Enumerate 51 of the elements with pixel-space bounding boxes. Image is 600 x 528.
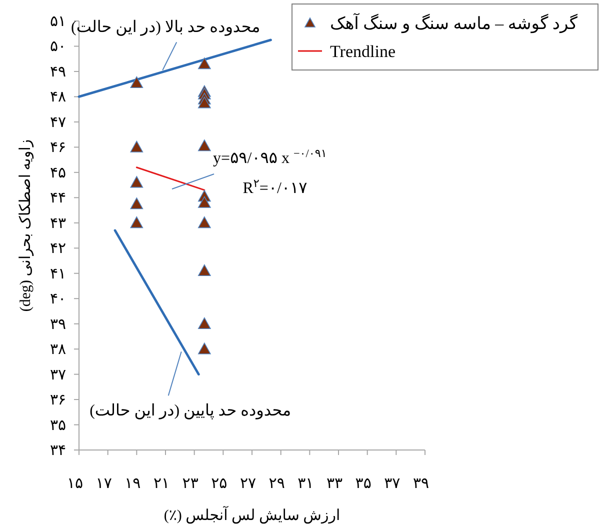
- y-tick-label: ۴۳: [50, 216, 66, 232]
- x-tick-label: ۳۹: [412, 476, 430, 492]
- point: [198, 140, 211, 152]
- x-tick-label: ۲۳: [182, 476, 198, 492]
- point: [130, 176, 144, 188]
- point: [198, 317, 211, 330]
- annotation: y=۵۹/۰۹۵ x $^{−۰/۰۹۱}$: [213, 148, 327, 167]
- point: [198, 196, 211, 208]
- point: [130, 140, 144, 152]
- point: [198, 216, 211, 228]
- y-tick-label: ۵۱: [50, 14, 66, 30]
- point: [130, 198, 144, 210]
- y-tick-label: ۳۵: [50, 418, 66, 434]
- legend-label: Trendline: [330, 42, 396, 61]
- x-tick-label: ۲۹: [268, 476, 285, 492]
- legend-label: گرد گوشه – ماسه سنگ و سنگ آهک: [330, 13, 578, 34]
- y-tick-label: ۳۸: [50, 342, 66, 358]
- x-tick-label: ۳۱: [298, 476, 314, 492]
- x-tick-label: ۲۱: [153, 476, 170, 492]
- y-tick-label: ۴۸: [50, 90, 66, 106]
- y-tick-label: ۵۰: [50, 39, 66, 56]
- y-tick-label: ۳۴: [50, 443, 66, 459]
- annotation: محدوده حد بالا (در این حالت): [71, 19, 260, 36]
- y-tick-label: ۴۵: [50, 165, 66, 182]
- y-tick-label: ۴۱: [50, 266, 66, 282]
- y-tick-label: ۴۰: [50, 292, 66, 308]
- point: [198, 342, 211, 354]
- x-tick-label: ۳۵: [355, 476, 372, 492]
- y-tick-label: ۴۲: [50, 241, 66, 258]
- annotation: محدوده حد پایین (در این حالت): [90, 402, 292, 420]
- x-axis-title: ارزش سایش لس آنجلس (٪): [164, 505, 340, 524]
- y-axis-title: زاویه اصطکاک بحرانی (deg): [18, 139, 34, 312]
- y-tick-label: ۳۷: [50, 367, 66, 384]
- point: [198, 58, 211, 70]
- y-tick-label: ۳۹: [50, 316, 66, 333]
- point: [130, 76, 144, 88]
- x-tick-label: ۳۳: [326, 476, 343, 492]
- x-tick-label: ۱۷: [96, 476, 112, 492]
- x-tick-label: ۱۹: [124, 476, 141, 492]
- x-tick-label: ۱۵: [66, 476, 84, 492]
- y-tick-label: ۴۴: [50, 190, 66, 207]
- y-tick-label: ۴۶: [50, 140, 66, 156]
- y-tick-label: ۴۷: [50, 114, 66, 131]
- point: [198, 264, 211, 276]
- point: [198, 96, 211, 108]
- x-tick-label: ۲۵: [211, 476, 228, 492]
- x-tick-label: ۳۷: [384, 476, 400, 492]
- x-tick-label: ۲۷: [240, 476, 256, 492]
- y-tick-label: ۳۶: [50, 392, 66, 409]
- y-tick-label: ۴۹: [50, 64, 66, 80]
- point: [130, 216, 144, 228]
